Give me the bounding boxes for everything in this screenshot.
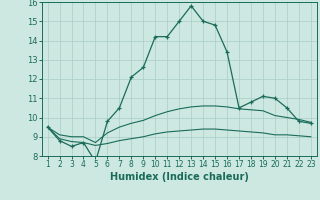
- X-axis label: Humidex (Indice chaleur): Humidex (Indice chaleur): [110, 172, 249, 182]
